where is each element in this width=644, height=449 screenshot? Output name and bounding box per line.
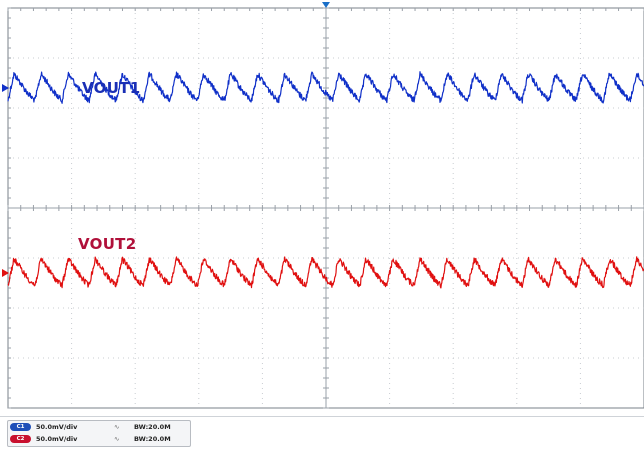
waveform-trace-ch1 [7, 71, 644, 104]
channel-2-settings[interactable]: C2 50.0mV/div ∿ BW:20.0M [8, 433, 188, 445]
trace-label-vout2: VOUT2 [78, 235, 137, 253]
channel-2-bandwidth: BW:20.0M [134, 435, 171, 443]
ac-coupling-icon: ∿ [114, 423, 120, 431]
ground-marker-ch2 [2, 269, 9, 277]
channel-1-settings[interactable]: C1 50.0mV/div ∿ BW:20.0M [8, 421, 188, 433]
channel-1-bandwidth: BW:20.0M [134, 423, 171, 431]
trigger-position-marker [322, 2, 330, 8]
oscilloscope-screen: VOUT1 VOUT2 [2, 2, 644, 409]
trace-label-vout1: VOUT1 [82, 79, 141, 97]
waveform-display [2, 2, 644, 409]
ac-coupling-icon: ∿ [114, 435, 120, 443]
channel-1-scale: 50.0mV/div [36, 423, 78, 431]
channel-status-bar: C1 50.0mV/div ∿ BW:20.0M C2 50.0mV/div ∿… [0, 416, 644, 449]
channel-2-scale: 50.0mV/div [36, 435, 78, 443]
ground-marker-ch1 [2, 84, 9, 92]
waveform-trace-ch2 [7, 256, 644, 289]
channel-1-badge[interactable]: C1 [10, 423, 31, 431]
channel-2-badge[interactable]: C2 [10, 435, 31, 443]
channel-settings-panel[interactable]: C1 50.0mV/div ∿ BW:20.0M C2 50.0mV/div ∿… [7, 420, 191, 447]
